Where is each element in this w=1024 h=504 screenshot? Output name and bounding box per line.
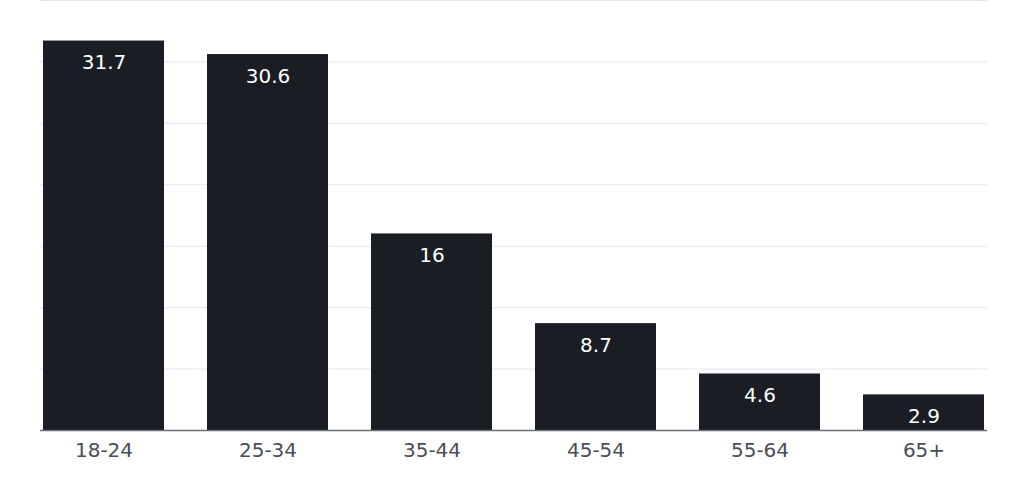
svg-text:18-24: 18-24 <box>75 438 133 462</box>
svg-text:2.9: 2.9 <box>908 404 940 428</box>
svg-text:4.6: 4.6 <box>744 383 776 407</box>
svg-text:31.7: 31.7 <box>82 50 127 74</box>
svg-text:55-64: 55-64 <box>731 438 789 462</box>
svg-text:30.6: 30.6 <box>246 64 291 88</box>
svg-text:65+: 65+ <box>903 438 945 462</box>
svg-text:45-54: 45-54 <box>567 438 625 462</box>
svg-text:16: 16 <box>419 243 444 267</box>
svg-text:35-44: 35-44 <box>403 438 461 462</box>
svg-text:8.7: 8.7 <box>580 333 612 357</box>
svg-text:25-34: 25-34 <box>239 438 297 462</box>
